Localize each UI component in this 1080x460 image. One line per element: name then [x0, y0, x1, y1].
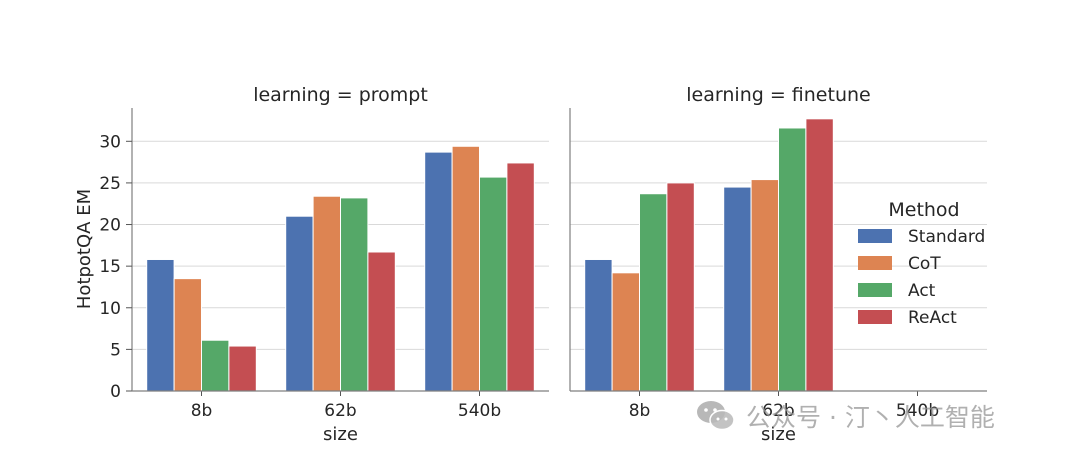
- panel-1-xtick-label: 8b: [191, 401, 213, 421]
- y-tick-label: 5: [110, 340, 121, 360]
- bar-learning-prompt-62b-react: [367, 251, 396, 392]
- legend-label-standard: Standard: [908, 227, 985, 247]
- bar-learning-prompt-540b-standard: [424, 151, 453, 392]
- wechat-icon: [697, 401, 735, 431]
- bar-learning-finetune-62b-cot: [750, 179, 779, 392]
- y-tick-label: 0: [110, 382, 121, 402]
- bar-learning-prompt-540b-act: [479, 176, 508, 392]
- legend-swatch-act: [858, 283, 892, 297]
- y-tick-label: 30: [99, 132, 121, 152]
- bar-learning-finetune-8b-react: [666, 182, 695, 392]
- bar-learning-prompt-8b-cot: [173, 278, 203, 392]
- legend-label-act: Act: [908, 281, 936, 301]
- legend-label-cot: CoT: [908, 254, 941, 274]
- panel-2-xtick-label: 540b: [896, 401, 939, 421]
- y-axis-label: HotpotQA EM: [74, 189, 95, 309]
- panel-1-xtick-label: 540b: [458, 401, 501, 421]
- panel-1-xlabel: size: [323, 424, 358, 445]
- y-tick-label: 10: [99, 299, 121, 319]
- bar-learning-prompt-540b-react: [506, 162, 535, 392]
- panel-2-title: learning = finetune: [686, 84, 870, 106]
- bar-learning-prompt-540b-cot: [451, 145, 481, 392]
- y-tick-label: 25: [99, 174, 121, 194]
- legend-label-react: ReAct: [908, 308, 957, 328]
- bar-learning-finetune-62b-standard: [723, 186, 752, 392]
- y-tick-label: 15: [99, 257, 121, 277]
- panel-1-xtick-label: 62b: [324, 401, 356, 421]
- panel-2-xtick-label: 8b: [629, 401, 651, 421]
- bar-learning-prompt-8b-act: [201, 339, 230, 392]
- bar-learning-finetune-62b-react: [805, 118, 834, 392]
- bar-learning-prompt-62b-act: [340, 197, 369, 392]
- bar-learning-finetune-8b-cot: [611, 272, 640, 392]
- bar-learning-finetune-8b-act: [639, 193, 668, 392]
- bar-learning-finetune-8b-standard: [584, 258, 613, 392]
- legend-swatch-standard: [858, 229, 892, 243]
- bar-learning-prompt-8b-react: [228, 345, 257, 392]
- bar-learning-prompt-8b-standard: [146, 258, 175, 392]
- legend-title: Method: [888, 199, 959, 221]
- panel-1-title: learning = prompt: [253, 84, 428, 106]
- bar-learning-finetune-62b-act: [778, 127, 807, 392]
- legend-swatch-cot: [858, 256, 892, 270]
- watermark-text: 公众号 · 汀丶人工智能: [746, 403, 995, 432]
- watermark: 公众号 · 汀丶人工智能: [696, 396, 995, 436]
- y-tick-label: 20: [99, 216, 121, 236]
- panel-2-xlabel: size: [761, 424, 796, 445]
- panel-2-xtick-label: 62b: [762, 401, 794, 421]
- bar-learning-prompt-62b-standard: [285, 215, 314, 392]
- bar-learning-prompt-62b-cot: [312, 195, 342, 392]
- legend-swatch-react: [858, 310, 892, 324]
